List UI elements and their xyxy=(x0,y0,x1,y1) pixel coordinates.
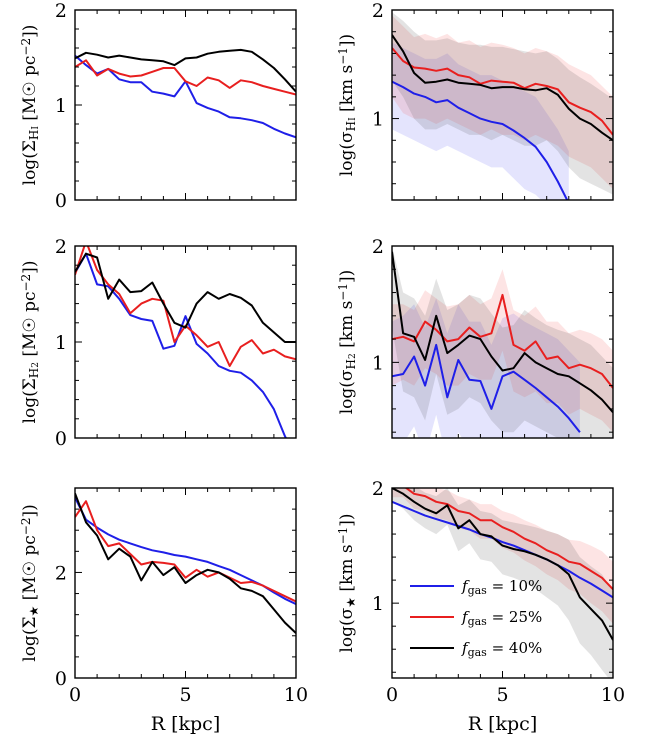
x-tick-label: 5 xyxy=(179,684,191,706)
axes-frame xyxy=(74,245,297,439)
y-axis-label: log(σH2 [km s−1]) xyxy=(336,270,358,415)
x-axis-label: R [kpc] xyxy=(151,713,221,735)
band-f-gas-25- xyxy=(392,269,613,433)
x-tick-label: 10 xyxy=(601,684,625,706)
band-f-gas-40- xyxy=(392,246,613,438)
line-f-gas-10- xyxy=(392,80,569,200)
line-f-gas-10- xyxy=(392,500,613,599)
legend-label: fgas = 40% xyxy=(461,639,542,659)
y-axis-label: log(σHI [km s−1]) xyxy=(336,34,358,176)
band-f-gas-40- xyxy=(392,12,613,195)
panel-sigma_star_dispersion: 1 2 0 5 10 R [kpc] log(σ★ [km s−1]) xyxy=(336,478,625,735)
y-tick-label: 1 xyxy=(55,95,67,117)
y-tick-label: 1 xyxy=(372,109,384,131)
y-tick-label: 0 xyxy=(55,428,67,450)
band-f-gas-40- xyxy=(392,488,613,678)
line-f-gas-40- xyxy=(392,251,613,414)
y-axis-label: log(ΣHI [M☉ pc−2]) xyxy=(19,25,41,186)
line-f-gas-25- xyxy=(75,500,296,603)
y-tick-label: 2 xyxy=(55,236,67,258)
y-tick-label: 2 xyxy=(372,236,384,258)
line-f-gas-40- xyxy=(392,488,613,641)
y-tick-label: 2 xyxy=(55,0,67,22)
line-f-gas-25- xyxy=(75,59,296,96)
y-tick-label: 1 xyxy=(372,593,384,615)
y-tick-label: 2 xyxy=(372,0,384,22)
y-axis-label: log(ΣH2 [M☉ pc−2]) xyxy=(19,261,41,424)
legend-label: fgas = 10% xyxy=(461,577,542,597)
legend: fgas = 10% fgas = 25% fgas = 40% xyxy=(410,577,542,659)
plot-area xyxy=(392,488,613,678)
line-f-gas-25- xyxy=(392,293,613,389)
line-f-gas-40- xyxy=(75,252,296,343)
line-f-gas-40- xyxy=(392,34,613,142)
panel-sigma_H2_dispersion: 1 2 log(σH2 [km s−1]) xyxy=(336,236,614,439)
x-tick-label: 0 xyxy=(69,684,81,706)
axes-frame xyxy=(74,9,297,201)
plot-area xyxy=(75,48,296,139)
x-axis-label: R [kpc] xyxy=(468,713,538,735)
y-tick-label: 1 xyxy=(372,352,384,374)
plot-area xyxy=(75,492,296,634)
y-axis-label: log(Σ★ [M☉ pc−2]) xyxy=(19,504,41,661)
line-f-gas-25- xyxy=(75,246,296,367)
line-f-gas-10- xyxy=(75,497,296,606)
panel-sigma_H2_surface: 0 1 2 log(ΣH2 [M☉ pc−2]) xyxy=(19,236,297,450)
legend-label: fgas = 25% xyxy=(461,608,542,628)
y-axis-label: log(σ★ [km s−1]) xyxy=(336,513,358,652)
line-f-gas-25- xyxy=(392,47,613,136)
plot-area xyxy=(75,246,296,438)
line-f-gas-25- xyxy=(392,488,613,590)
panel-sigma_star_surface: 0 2 0 5 10 R [kpc] log(Σ★ [M☉ pc−2]) xyxy=(19,487,308,735)
plot-area xyxy=(392,12,613,200)
line-f-gas-40- xyxy=(75,48,296,93)
y-tick-label: 1 xyxy=(55,332,67,354)
line-f-gas-10- xyxy=(392,343,581,433)
line-f-gas-40- xyxy=(75,492,296,634)
x-tick-label: 5 xyxy=(496,684,508,706)
y-tick-label: 0 xyxy=(55,668,67,690)
x-tick-label: 0 xyxy=(386,684,398,706)
y-tick-label: 0 xyxy=(55,190,67,212)
line-f-gas-10- xyxy=(75,54,296,139)
x-tick-label: 10 xyxy=(284,684,308,706)
y-tick-label: 2 xyxy=(372,478,384,500)
band-f-gas-25- xyxy=(392,15,613,190)
panel-sigma_HI_dispersion: 1 2 log(σHI [km s−1]) xyxy=(336,0,614,201)
y-tick-label: 2 xyxy=(55,562,67,584)
plot-area xyxy=(392,246,613,438)
panel-sigma_HI_surface: 0 1 2 log(ΣHI [M☉ pc−2]) xyxy=(19,0,297,212)
